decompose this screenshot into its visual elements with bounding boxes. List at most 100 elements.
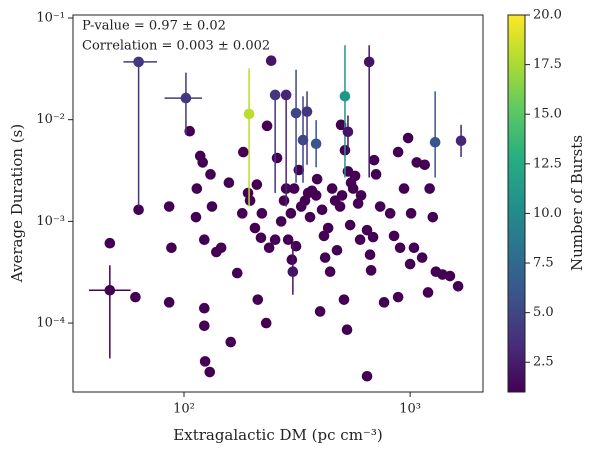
point xyxy=(199,234,210,246)
point xyxy=(334,201,346,212)
error-point xyxy=(301,106,313,117)
point xyxy=(191,183,203,194)
point xyxy=(252,294,264,305)
point xyxy=(405,208,417,219)
error-point xyxy=(133,56,144,68)
error-point xyxy=(243,108,255,120)
error-point xyxy=(180,92,192,104)
point xyxy=(204,366,216,378)
point xyxy=(427,211,439,223)
error-point xyxy=(297,134,309,146)
annotation: Correlation = 0.003 ± 0.002 xyxy=(82,39,270,54)
point xyxy=(367,231,379,243)
point xyxy=(190,211,202,223)
error-point xyxy=(290,107,302,119)
point xyxy=(322,222,334,234)
error-point xyxy=(310,138,322,150)
y-tick-label: 10⁻¹ xyxy=(36,10,65,25)
y-tick-label: 10⁻³ xyxy=(36,214,65,229)
point xyxy=(422,287,434,298)
point xyxy=(319,252,331,263)
point xyxy=(282,234,294,246)
point xyxy=(341,324,353,336)
point xyxy=(444,270,456,282)
point xyxy=(261,120,273,132)
point xyxy=(361,224,373,236)
colorbar-label: Number of Bursts xyxy=(568,135,586,271)
error-point xyxy=(339,90,351,102)
point xyxy=(335,119,347,131)
point xyxy=(199,320,210,332)
point xyxy=(244,195,256,206)
point xyxy=(205,169,216,180)
point xyxy=(256,208,268,219)
point xyxy=(271,152,283,164)
point xyxy=(311,173,323,185)
point xyxy=(336,190,348,201)
point xyxy=(269,234,281,246)
colorbar-tick-label: 17.5 xyxy=(533,57,562,72)
point xyxy=(184,125,196,137)
colorbar-tick-label: 12.5 xyxy=(533,156,562,171)
error-point xyxy=(455,135,467,147)
annotation: P-value = 0.97 ± 0.02 xyxy=(82,19,226,34)
point xyxy=(349,170,361,182)
point xyxy=(326,183,338,194)
point xyxy=(370,169,382,180)
point xyxy=(354,234,366,246)
point xyxy=(384,208,396,219)
point xyxy=(394,242,406,254)
colorbar-tick-label: 7.5 xyxy=(533,256,554,271)
point xyxy=(225,336,237,348)
point xyxy=(352,198,364,209)
point xyxy=(206,201,218,212)
colorbar xyxy=(507,14,526,393)
colorbar-tick-label: 20.0 xyxy=(533,8,562,23)
point xyxy=(404,258,416,270)
point xyxy=(275,216,287,227)
point xyxy=(255,232,267,244)
point xyxy=(223,177,235,189)
point xyxy=(286,254,298,265)
point xyxy=(278,195,290,206)
x-axis-label: Extragalactic DM (pc cm⁻³) xyxy=(173,426,382,444)
point xyxy=(364,249,376,261)
point xyxy=(199,302,210,314)
colorbar-tick-label: 10.0 xyxy=(533,206,562,221)
point xyxy=(316,204,328,216)
point xyxy=(416,252,428,263)
point xyxy=(197,157,209,168)
point xyxy=(263,242,275,254)
point xyxy=(318,230,330,242)
point xyxy=(314,306,326,317)
point xyxy=(355,190,367,201)
point xyxy=(285,208,297,219)
y-tick-label: 10⁻² xyxy=(36,112,65,127)
point xyxy=(392,146,404,158)
point xyxy=(368,154,380,166)
point xyxy=(265,55,277,67)
point xyxy=(236,208,248,219)
x-tick-label: 10³ xyxy=(399,402,421,417)
colorbar-tick-label: 5.0 xyxy=(533,305,554,320)
point xyxy=(260,317,272,329)
point xyxy=(251,179,263,190)
error-point xyxy=(363,56,375,68)
error-point xyxy=(429,136,441,148)
point xyxy=(238,146,249,158)
point xyxy=(130,291,141,303)
point xyxy=(347,183,359,194)
point xyxy=(249,222,261,234)
colorbar-tick-label: 15.0 xyxy=(533,107,562,122)
point xyxy=(338,294,350,305)
point xyxy=(163,201,175,212)
y-tick-label: 10⁻⁴ xyxy=(36,316,65,331)
point xyxy=(398,183,410,194)
point xyxy=(199,356,211,367)
point xyxy=(452,280,464,292)
point xyxy=(408,242,420,254)
error-point xyxy=(342,126,354,138)
point xyxy=(104,237,116,249)
point xyxy=(324,266,336,278)
